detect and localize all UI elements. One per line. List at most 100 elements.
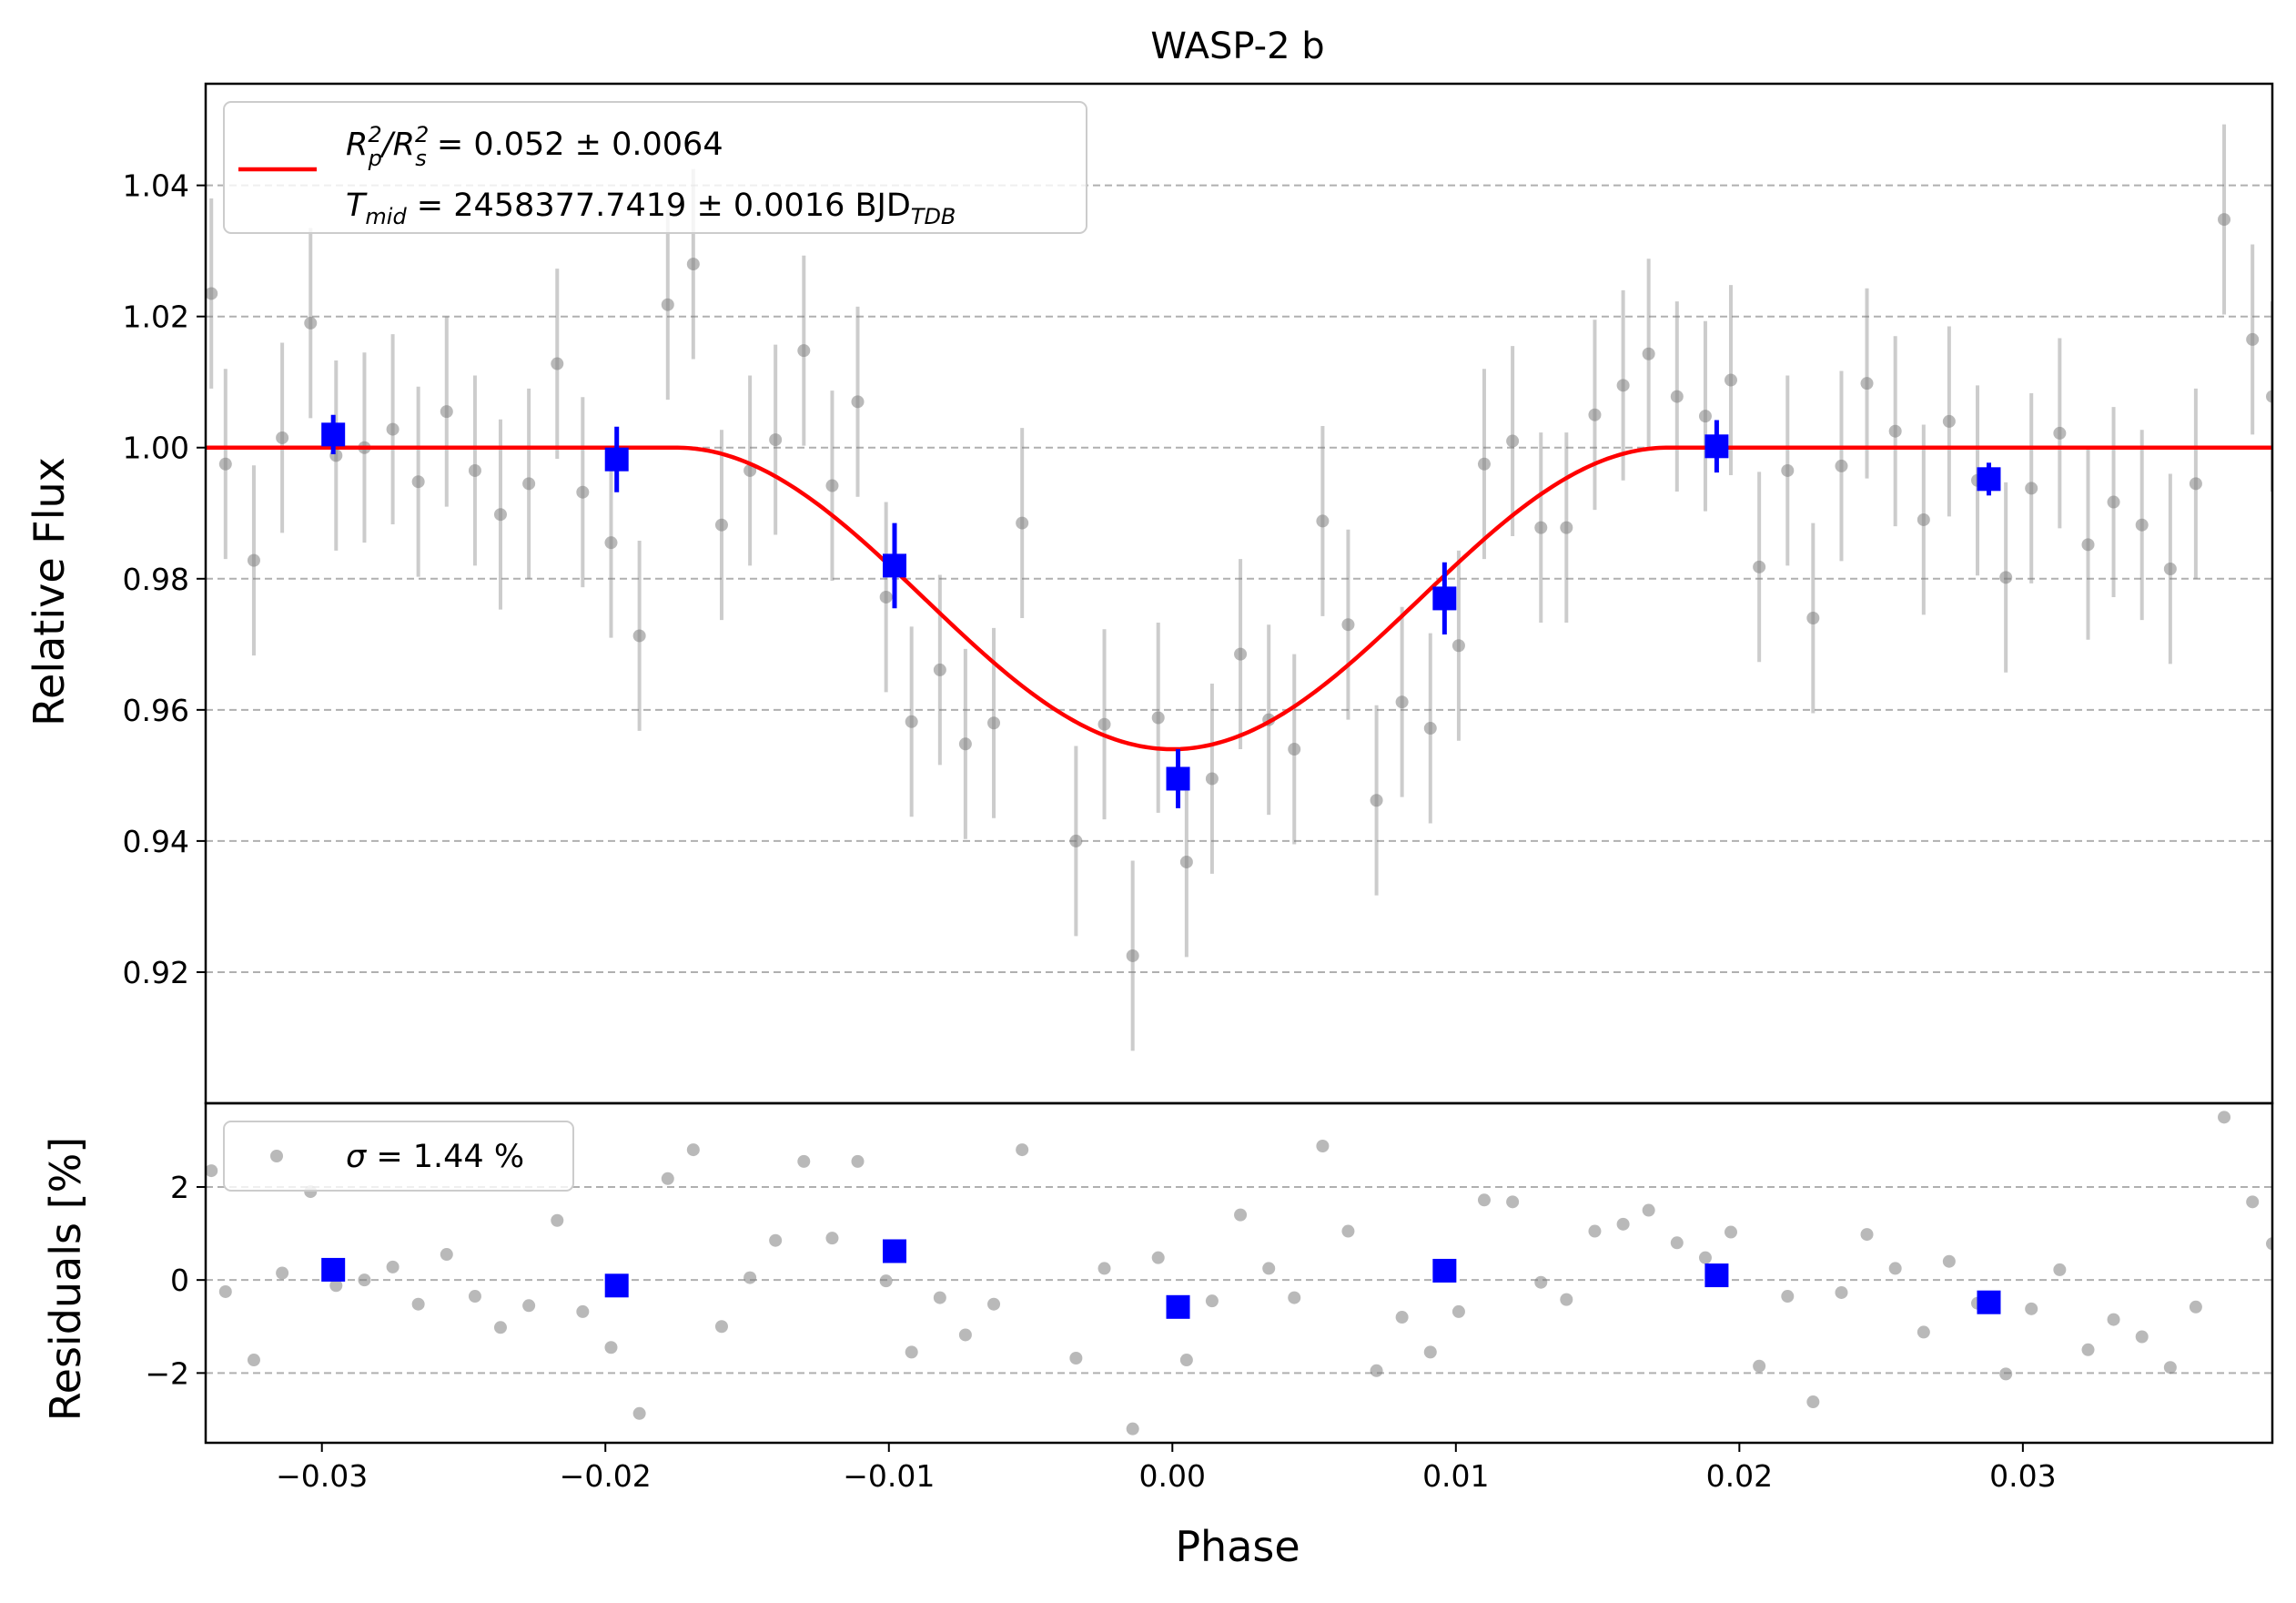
raw-point (1860, 377, 1874, 391)
residual-point (987, 1297, 1001, 1311)
residual-point (1942, 1254, 1956, 1268)
residual-point (1806, 1395, 1820, 1409)
raw-point (2163, 562, 2177, 575)
binned-residual-point (1977, 1290, 2001, 1314)
raw-point (933, 663, 946, 676)
raw-point (218, 457, 232, 471)
residual-point (1753, 1359, 1766, 1373)
binned-residual-point (321, 1257, 346, 1282)
residual-point (1179, 1354, 1193, 1367)
top-y-ticks: 0.92 0.94 0.96 0.98 1.00 1.02 1.04 (123, 168, 206, 990)
top-legend: R2 p/R2 s = 0.052 ± 0.0064 Tmid = 2458377.… (223, 101, 1087, 234)
raw-point (825, 479, 839, 492)
bottom-y-axis-label: Residuals [%] (41, 1137, 90, 1421)
raw-point (1370, 794, 1383, 807)
binned-point (1977, 467, 2001, 492)
raw-point (958, 737, 972, 751)
raw-point (2107, 495, 2120, 509)
raw-point (1341, 618, 1355, 632)
residual-point (218, 1284, 232, 1298)
residual-point (276, 1266, 289, 1280)
residual-point (1999, 1367, 2013, 1381)
residual-point (1698, 1251, 1712, 1264)
residual-point (1395, 1311, 1409, 1324)
raw-point (1698, 410, 1712, 423)
top-y-tick-label: 0.92 (123, 955, 189, 990)
raw-point (1179, 855, 1193, 868)
residual-point (1835, 1285, 1848, 1299)
residual-point (797, 1154, 811, 1168)
raw-point (2246, 332, 2260, 346)
top-legend-box (223, 101, 1087, 234)
residual-point (1917, 1325, 1930, 1339)
bottom-legend-box (223, 1121, 574, 1192)
binned-point (883, 553, 906, 578)
raw-point (1835, 459, 1848, 472)
raw-point (2189, 477, 2202, 491)
residual-point (1262, 1262, 1276, 1275)
raw-point (1724, 373, 1737, 387)
legend-entry-depth: R2 p/R2 s = 0.052 ± 0.0064 (346, 122, 723, 171)
raw-point (206, 287, 218, 300)
raw-point (2266, 390, 2272, 403)
raw-point (2218, 213, 2231, 227)
residual-point (851, 1154, 865, 1168)
x-tick-label: −0.02 (560, 1458, 652, 1494)
x-tick-label: −0.01 (843, 1458, 935, 1494)
residual-point (1560, 1293, 1573, 1306)
residual-point (825, 1232, 839, 1245)
raw-point (1534, 521, 1548, 534)
raw-point (1999, 571, 2013, 584)
raw-point (797, 344, 811, 358)
raw-point (440, 405, 453, 419)
residual-point (1616, 1217, 1630, 1231)
residual-point (1069, 1352, 1083, 1365)
raw-point (551, 357, 564, 370)
raw-point (1234, 647, 1248, 661)
x-tick-label: 0.00 (1139, 1458, 1206, 1494)
legend-entry-sigma: σ = 1.44 % (346, 1139, 524, 1175)
residual-point (769, 1233, 783, 1247)
raw-point (411, 475, 425, 489)
bottom-axes-frame (204, 1101, 2274, 1445)
raw-point (1151, 711, 1165, 725)
residual-point (958, 1328, 972, 1342)
residual-point (1205, 1294, 1219, 1308)
residual-point (905, 1345, 918, 1359)
residual-point (1423, 1345, 1437, 1359)
residual-point (358, 1273, 371, 1287)
top-binned-points (321, 414, 2001, 808)
top-y-tick-label: 1.00 (123, 431, 189, 466)
raw-point (2025, 482, 2038, 495)
raw-point (632, 629, 646, 643)
raw-point (386, 422, 400, 436)
binned-point (1704, 434, 1729, 459)
raw-point (851, 395, 865, 409)
binned-residual-point (1432, 1258, 1457, 1283)
x-tick-label: 0.02 (1706, 1458, 1773, 1494)
top-y-tick-label: 1.04 (123, 168, 189, 204)
residual-point (329, 1279, 343, 1293)
residual-point (1370, 1364, 1383, 1377)
residual-point (1670, 1236, 1684, 1250)
residual-point (2107, 1313, 2120, 1326)
raw-point (304, 316, 318, 330)
x-tick-label: 0.03 (1989, 1458, 2056, 1494)
raw-point (686, 258, 700, 271)
residual-point (1451, 1304, 1465, 1318)
residual-point (386, 1260, 400, 1273)
raw-point (468, 463, 481, 477)
light-curve-panel: 0.92 0.94 0.96 0.98 1.00 1.02 1.04 Relative Fl… (25, 82, 2274, 1105)
residual-point (743, 1271, 757, 1284)
legend-residual-marker (270, 1150, 283, 1162)
raw-point (1616, 379, 1630, 392)
residual-point (2266, 1237, 2272, 1251)
raw-point (1806, 612, 1820, 625)
binned-point (604, 447, 629, 472)
bottom-raw-points (206, 1111, 2272, 1436)
transit-model-curve (206, 445, 2272, 752)
top-y-tick-label: 1.02 (123, 299, 189, 335)
raw-point (1642, 347, 1655, 360)
